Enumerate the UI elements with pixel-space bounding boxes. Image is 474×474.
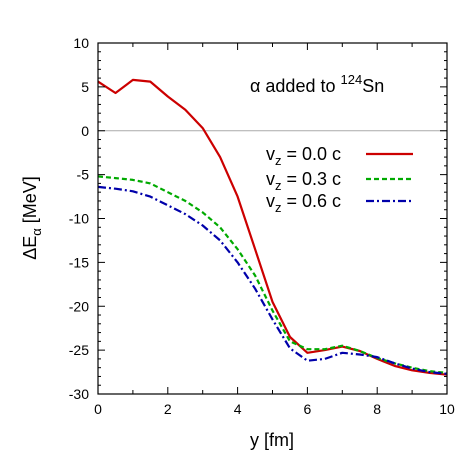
x-tick-label: 0 — [94, 401, 102, 417]
y-axis-title: ΔEα [MeV] — [20, 176, 44, 260]
y-tick-label: -15 — [69, 254, 89, 270]
x-tick-label: 2 — [164, 401, 172, 417]
y-axis-title-sub: α — [29, 228, 44, 236]
x-tick-label: 4 — [234, 401, 242, 417]
annotation-element: Sn — [362, 76, 384, 96]
legend-label-0: vz = 0.0 c — [266, 144, 341, 168]
y-axis-title-delta: ΔE — [20, 236, 40, 260]
legend-label-1: vz = 0.3 c — [266, 169, 341, 193]
y-tick-label: -20 — [69, 298, 89, 314]
annotation-superscript: 124 — [340, 72, 362, 87]
legend-label-2: vz = 0.6 c — [266, 191, 341, 215]
y-tick-label: -10 — [69, 211, 89, 227]
y-tick-labels: 10 5 0 -5 -10 -15 -20 -25 -30 — [69, 35, 89, 402]
x-tick-label: 10 — [439, 401, 455, 417]
y-tick-label: -5 — [77, 167, 90, 183]
x-tick-labels: 0 2 4 6 8 10 — [94, 401, 455, 417]
y-tick-label: -25 — [69, 342, 89, 358]
series-layer — [97, 78, 448, 376]
y-tick-label: 10 — [73, 35, 89, 51]
series-line-2 — [97, 185, 448, 375]
y-tick-label: -30 — [69, 386, 89, 402]
ticks-layer — [97, 42, 448, 395]
y-axis-title-unit: [MeV] — [20, 176, 40, 228]
series-line-0 — [97, 78, 448, 376]
y-tick-label: 0 — [81, 123, 89, 139]
x-tick-label: 8 — [373, 401, 381, 417]
annotation: α added to 124Sn — [250, 72, 384, 96]
y-tick-label: 5 — [81, 79, 89, 95]
annotation-prefix: α added to — [250, 76, 340, 96]
x-tick-label: 6 — [304, 401, 312, 417]
legend: vz = 0.0 cvz = 0.3 cvz = 0.6 c — [266, 144, 413, 215]
x-axis-title: y [fm] — [250, 430, 294, 450]
series-line-1 — [97, 175, 448, 374]
